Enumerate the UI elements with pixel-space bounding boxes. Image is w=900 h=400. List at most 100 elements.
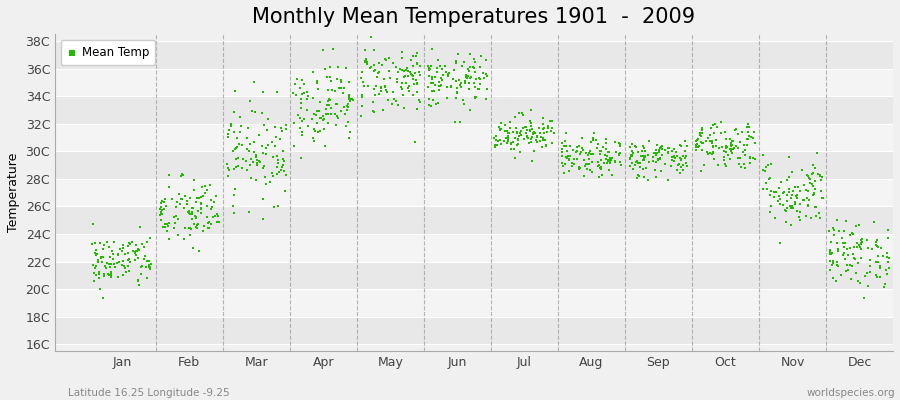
Mean Temp	[382, 74, 397, 81]
Mean Temp	[736, 149, 751, 155]
Mean Temp	[101, 270, 115, 277]
Mean Temp	[340, 104, 355, 110]
Mean Temp	[719, 142, 733, 149]
Mean Temp	[355, 103, 369, 110]
Mean Temp	[823, 248, 837, 255]
Mean Temp	[635, 157, 650, 164]
Mean Temp	[141, 258, 156, 265]
Mean Temp	[580, 166, 594, 172]
Mean Temp	[731, 155, 745, 162]
Mean Temp	[530, 134, 544, 140]
Mean Temp	[608, 139, 622, 145]
Mean Temp	[425, 46, 439, 52]
Mean Temp	[800, 172, 814, 178]
Mean Temp	[625, 152, 639, 158]
Mean Temp	[462, 86, 476, 92]
Mean Temp	[364, 64, 378, 70]
Mean Temp	[798, 212, 813, 219]
Mean Temp	[235, 164, 249, 171]
Mean Temp	[364, 34, 378, 40]
Mean Temp	[240, 125, 255, 131]
Mean Temp	[712, 145, 726, 151]
Mean Temp	[517, 125, 531, 132]
Mean Temp	[381, 97, 395, 103]
Mean Temp	[320, 120, 335, 126]
Mean Temp	[693, 132, 707, 139]
Mean Temp	[489, 133, 503, 139]
Mean Temp	[825, 275, 840, 281]
Mean Temp	[341, 93, 356, 99]
Mean Temp	[827, 226, 842, 233]
Mean Temp	[464, 74, 478, 81]
Mean Temp	[374, 84, 389, 90]
Mean Temp	[161, 220, 176, 226]
Mean Temp	[228, 146, 242, 152]
Mean Temp	[736, 142, 751, 149]
Mean Temp	[100, 260, 114, 267]
Mean Temp	[359, 56, 374, 62]
Mean Temp	[241, 147, 256, 154]
Mean Temp	[85, 240, 99, 247]
Mean Temp	[453, 82, 467, 88]
Mean Temp	[266, 173, 281, 179]
Mean Temp	[674, 142, 688, 149]
Mean Temp	[434, 75, 448, 81]
Mean Temp	[194, 200, 209, 207]
Mean Temp	[104, 269, 118, 275]
Mean Temp	[838, 218, 852, 224]
Mean Temp	[422, 96, 436, 102]
Mean Temp	[428, 100, 443, 107]
Mean Temp	[873, 265, 887, 271]
Mean Temp	[228, 88, 242, 94]
Mean Temp	[570, 148, 584, 155]
Mean Temp	[372, 69, 386, 75]
Mean Temp	[846, 251, 860, 258]
Mean Temp	[369, 83, 383, 90]
Mean Temp	[112, 274, 126, 281]
Mean Temp	[96, 273, 111, 280]
Mean Temp	[594, 156, 608, 163]
Mean Temp	[782, 174, 796, 180]
Mean Temp	[705, 138, 719, 144]
Mean Temp	[422, 102, 436, 108]
Mean Temp	[427, 88, 441, 94]
Mean Temp	[563, 142, 578, 149]
Mean Temp	[106, 251, 121, 257]
Mean Temp	[784, 205, 798, 211]
Mean Temp	[788, 184, 802, 190]
Mean Temp	[410, 106, 424, 112]
Mean Temp	[545, 125, 560, 131]
Mean Temp	[356, 83, 371, 89]
Mean Temp	[311, 129, 326, 135]
Mean Temp	[259, 151, 274, 158]
Mean Temp	[143, 264, 157, 270]
Mean Temp	[189, 215, 203, 222]
Mean Temp	[789, 192, 804, 199]
Bar	[55, 96, 893, 124]
Mean Temp	[658, 147, 672, 153]
Mean Temp	[157, 199, 171, 205]
Mean Temp	[655, 145, 670, 152]
Mean Temp	[460, 75, 474, 81]
Mean Temp	[189, 214, 203, 220]
Mean Temp	[853, 246, 868, 252]
Mean Temp	[121, 263, 135, 269]
Mean Temp	[250, 157, 265, 164]
Mean Temp	[153, 206, 167, 212]
Mean Temp	[831, 240, 845, 247]
Mean Temp	[468, 69, 482, 76]
Mean Temp	[466, 56, 481, 62]
Mean Temp	[129, 252, 143, 258]
Mean Temp	[863, 263, 878, 269]
Mean Temp	[719, 144, 733, 151]
Mean Temp	[507, 146, 521, 152]
Mean Temp	[356, 79, 370, 85]
Mean Temp	[723, 146, 737, 152]
Mean Temp	[441, 73, 455, 80]
Mean Temp	[599, 140, 614, 146]
Mean Temp	[191, 208, 205, 214]
Mean Temp	[397, 73, 411, 80]
Mean Temp	[469, 94, 483, 100]
Mean Temp	[855, 236, 869, 243]
Mean Temp	[374, 85, 389, 91]
